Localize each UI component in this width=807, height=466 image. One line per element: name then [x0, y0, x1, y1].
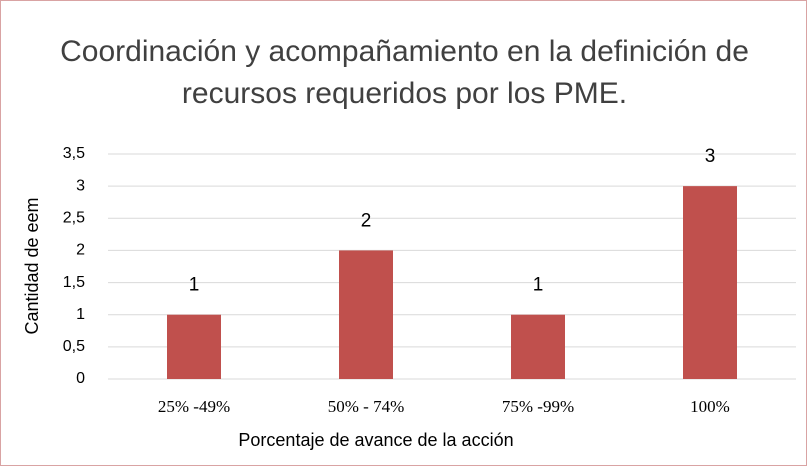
y-tick-label: 2 — [76, 242, 85, 259]
data-label: 1 — [189, 275, 200, 296]
y-tick-label: 1 — [76, 306, 85, 323]
y-tick-label: 1,5 — [63, 274, 85, 291]
y-tick-label: 3,5 — [63, 145, 85, 162]
x-tick-label: 50% - 74% — [328, 397, 404, 416]
bar — [167, 314, 221, 379]
y-tick-label: 2,5 — [63, 210, 85, 227]
bar — [683, 186, 737, 379]
y-tick-label: 0,5 — [63, 338, 85, 355]
x-tick-label: 75% -99% — [502, 397, 574, 416]
chart-title: Coordinación y acompañamiento en la defi… — [60, 35, 749, 110]
x-tick-label: 25% -49% — [158, 397, 230, 416]
data-label: 3 — [705, 146, 716, 167]
bar — [339, 250, 393, 379]
data-label: 1 — [533, 275, 544, 296]
x-tick-label: 100% — [690, 397, 730, 416]
bar — [511, 314, 565, 379]
x-axis-label: Porcentaje de avance de la acción — [238, 430, 513, 450]
data-label: 2 — [361, 210, 372, 231]
y-tick-label: 0 — [76, 370, 85, 387]
y-axis-label: Cantidad de eem — [22, 197, 42, 334]
y-tick-label: 3 — [76, 177, 85, 194]
